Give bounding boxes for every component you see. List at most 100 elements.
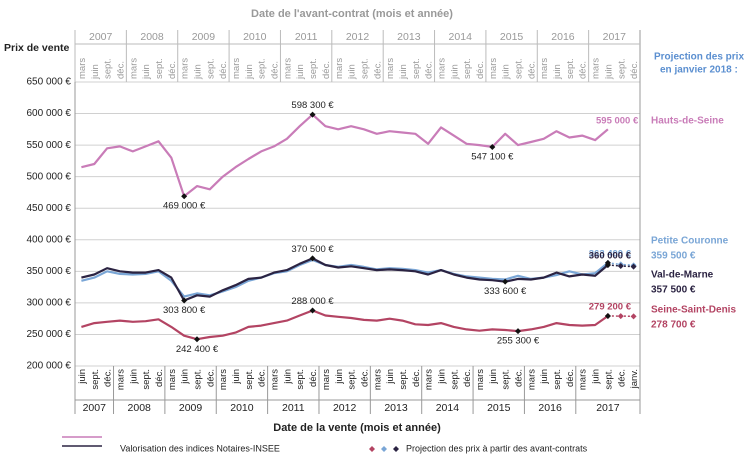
top-tick-label: déc.	[270, 61, 281, 79]
x-tick-label: mars	[475, 369, 486, 390]
labeled-point	[489, 143, 496, 150]
x-tick-label: déc.	[565, 369, 576, 387]
series-line	[81, 257, 609, 302]
x-tick-label: déc.	[616, 369, 627, 387]
top-tick-label: mars	[77, 58, 88, 79]
labeled-point	[604, 313, 611, 320]
top-tick-label: sept.	[514, 58, 525, 79]
top-tick-label: juin	[501, 64, 512, 80]
y-tick-label: 500 000 €	[27, 171, 72, 182]
value-label: 363 400 €	[589, 248, 632, 259]
x-tick-label: juin	[77, 369, 88, 385]
x-year-label: 2017	[596, 402, 620, 414]
x-tick-label: déc.	[257, 369, 268, 387]
x-tick-label: juin	[282, 369, 293, 385]
top-tick-label: sept.	[257, 58, 268, 79]
labeled-point	[515, 328, 522, 335]
x-tick-label: juin	[385, 369, 396, 385]
x-tick-label: déc.	[205, 369, 216, 387]
labeled-point	[309, 111, 316, 118]
projection-label: 278 700 €	[651, 320, 696, 331]
labeled-point	[604, 262, 611, 269]
top-tick-label: juin	[347, 64, 358, 80]
value-label: 333 600 €	[484, 286, 527, 297]
top-tick-label: déc.	[424, 61, 435, 79]
top-axis-title: Date de l'avant-contrat (mois et année)	[251, 8, 453, 20]
value-label: 303 800 €	[163, 305, 206, 316]
y-tick-label: 250 000 €	[27, 329, 72, 340]
x-tick-label: mars	[167, 369, 178, 390]
top-tick-label: sept.	[616, 58, 627, 79]
top-tick-label: mars	[334, 58, 345, 79]
x-tick-label: sept.	[449, 369, 460, 390]
series-line	[81, 113, 609, 198]
x-tick-label: mars	[218, 369, 229, 390]
top-tick-label: mars	[282, 58, 293, 79]
projection-label: 357 500 €	[651, 285, 696, 296]
top-tick-label: mars	[488, 58, 499, 79]
x-tick-label: sept.	[141, 369, 152, 390]
top-tick-label: sept.	[359, 58, 370, 79]
top-year-label: 2009	[192, 31, 216, 43]
y-tick-label: 650 000 €	[27, 77, 72, 88]
top-year-label: 2012	[346, 31, 370, 43]
projection-label: 359 500 €	[651, 251, 696, 262]
x-year-label: 2014	[436, 402, 460, 414]
projection-title: Projection des prix	[654, 52, 744, 63]
x-tick-label: mars	[424, 369, 435, 390]
top-tick-label: déc.	[526, 61, 537, 79]
top-tick-label: sept.	[154, 58, 165, 79]
x-tick-label: déc.	[103, 369, 114, 387]
value-label: 360 000 €	[589, 251, 632, 262]
value-label: 279 200 €	[589, 302, 632, 313]
x-tick-label: mars	[270, 369, 281, 390]
top-tick-label: sept.	[103, 58, 114, 79]
projection-point	[630, 313, 637, 320]
x-year-label: 2015	[487, 402, 511, 414]
series-label: Hauts-de-Seine	[651, 116, 724, 127]
x-tick-label: sept.	[603, 369, 614, 390]
x-tick-label: juin	[488, 369, 499, 385]
top-year-label: 2007	[89, 31, 113, 43]
x-tick-label: juin	[591, 369, 602, 385]
y-tick-label: 200 000 €	[27, 361, 72, 372]
y-tick-label: 300 000 €	[27, 298, 72, 309]
x-tick-label: juin	[180, 369, 191, 385]
top-year-label: 2014	[449, 31, 473, 43]
top-year-label: 2011	[295, 31, 318, 43]
top-tick-label: juin	[603, 64, 614, 80]
x-tick-label: janv.	[629, 369, 640, 389]
x-year-label: 2013	[384, 402, 408, 414]
y-axis-title: Prix de vente	[4, 42, 70, 54]
x-year-label: 2012	[333, 402, 357, 414]
x-year-label: 2007	[83, 402, 107, 414]
projection-point	[630, 263, 637, 270]
x-tick-label: sept.	[244, 369, 255, 390]
legend-swatch	[393, 446, 399, 452]
top-tick-label: juin	[244, 64, 255, 80]
top-year-label: 2010	[243, 31, 267, 43]
x-tick-label: juin	[436, 369, 447, 385]
projection-point	[617, 262, 624, 269]
value-label: 242 400 €	[176, 344, 219, 355]
x-tick-label: mars	[115, 369, 126, 390]
top-year-label: 2017	[603, 31, 627, 43]
value-label: 370 500 €	[291, 244, 334, 255]
series-line	[81, 258, 609, 298]
y-tick-label: 350 000 €	[27, 266, 72, 277]
value-label: 598 300 €	[291, 100, 334, 111]
y-tick-label: 600 000 €	[27, 108, 72, 119]
labeled-point	[193, 336, 200, 343]
x-tick-label: déc.	[514, 369, 525, 387]
top-tick-label: juin	[193, 64, 204, 80]
top-tick-label: juin	[295, 64, 306, 80]
x-tick-label: mars	[321, 369, 332, 390]
x-tick-label: juin	[539, 369, 550, 385]
projection-title: en janvier 2018 :	[660, 65, 738, 76]
series-label: Seine-Saint-Denis	[651, 305, 736, 316]
top-tick-label: mars	[539, 58, 550, 79]
series-label: Val-de-Marne	[651, 270, 714, 281]
x-tick-label: sept.	[501, 369, 512, 390]
labeled-point	[502, 278, 509, 285]
